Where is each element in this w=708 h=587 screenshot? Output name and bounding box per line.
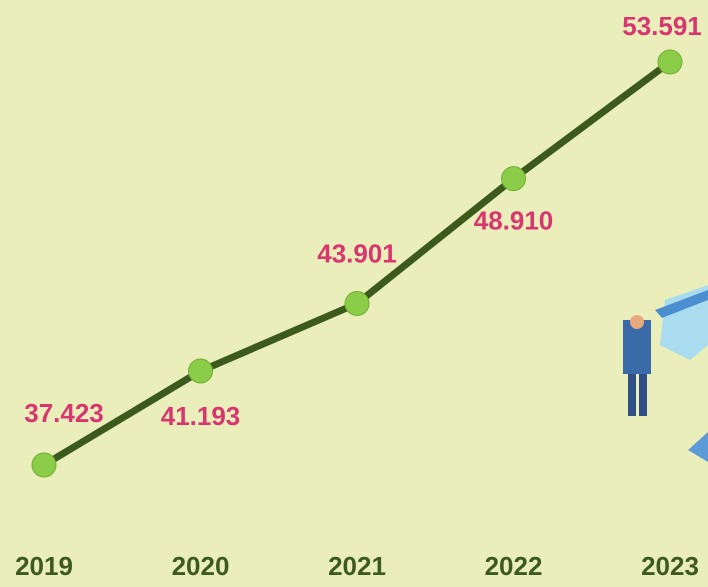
x-tick-label: 2020 [172,551,230,581]
point [658,50,682,74]
value-label: 41.193 [161,401,241,431]
value-label: 48.910 [474,206,554,236]
page: 2019 2020 2021 2022 2023 37.423 41.193 43.901 48… [0,0,708,587]
point [32,453,56,477]
point [502,167,526,191]
x-tick-label: 2019 [15,551,73,581]
value-label: 37.423 [24,398,104,428]
point [345,292,369,316]
point [189,359,213,383]
chart: 2019 2020 2021 2022 2023 37.423 41.193 43.901 48… [0,0,708,587]
value-label: 53.591 [622,11,702,41]
x-tick-label: 2021 [328,551,386,581]
x-tick-label: 2023 [641,551,699,581]
value-label: 43.901 [317,238,397,268]
x-tick-label: 2022 [485,551,543,581]
